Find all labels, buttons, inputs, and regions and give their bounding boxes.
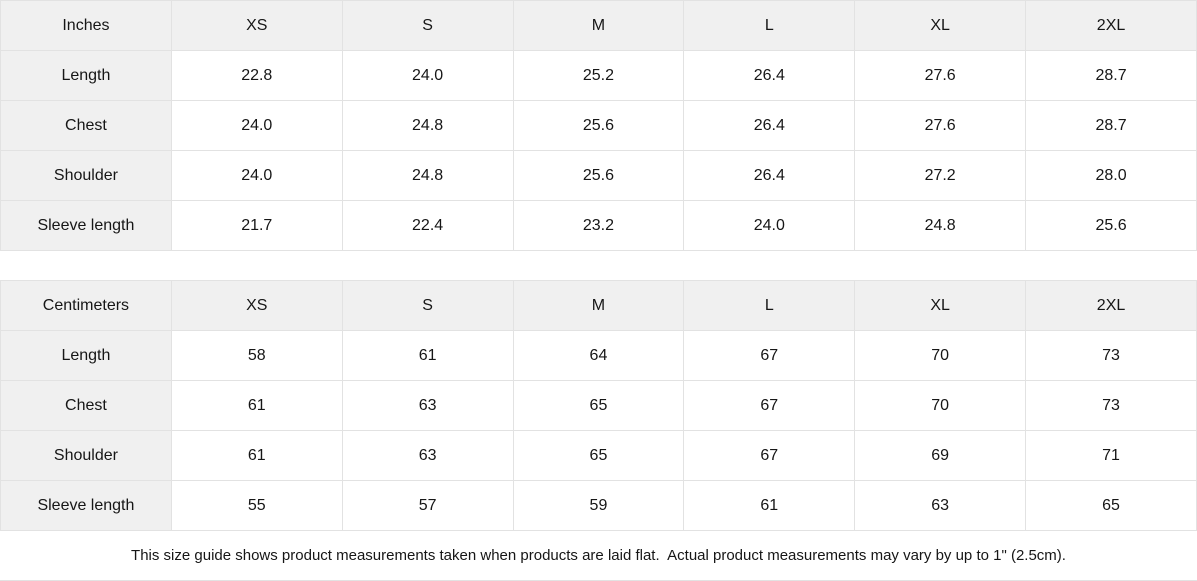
column-header-l: L	[683, 280, 856, 331]
column-header-xs: XS	[170, 280, 343, 331]
size-table-centimeters: Centimeters XS S M L XL 2XL Length 58 61 64 67 70 73 C…	[0, 280, 1197, 531]
measurement-cell: 26.4	[683, 50, 856, 101]
measurement-cell: 55	[170, 480, 343, 531]
measurement-cell: 24.8	[854, 200, 1027, 251]
table-row: Shoulder 61 63 65 67 69 71	[0, 430, 1197, 481]
measurement-cell: 24.8	[341, 150, 514, 201]
measurement-cell: 61	[170, 430, 343, 481]
measurement-cell: 70	[854, 330, 1027, 381]
measurement-cell: 59	[512, 480, 685, 531]
measurement-cell: 24.0	[170, 150, 343, 201]
measurement-cell: 27.6	[854, 50, 1027, 101]
column-header-xl: XL	[854, 280, 1027, 331]
table-row: Sleeve length 55 57 59 61 63 65	[0, 480, 1197, 531]
measurement-cell: 61	[341, 330, 514, 381]
measurement-cell: 67	[683, 380, 856, 431]
measurement-cell: 25.6	[512, 100, 685, 151]
size-guide-note: This size guide shows product measuremen…	[0, 531, 1197, 581]
measurement-cell: 70	[854, 380, 1027, 431]
row-label: Length	[0, 330, 172, 381]
column-header-m: M	[512, 280, 685, 331]
measurement-cell: 65	[512, 380, 685, 431]
measurement-cell: 73	[1025, 330, 1197, 381]
measurement-cell: 27.2	[854, 150, 1027, 201]
measurement-cell: 24.8	[341, 100, 514, 151]
measurement-cell: 63	[341, 380, 514, 431]
measurement-cell: 61	[683, 480, 856, 531]
measurement-cell: 23.2	[512, 200, 685, 251]
measurement-cell: 73	[1025, 380, 1197, 431]
column-header-xl: XL	[854, 0, 1027, 51]
measurement-cell: 63	[341, 430, 514, 481]
measurement-cell: 28.7	[1025, 100, 1197, 151]
column-header-2xl: 2XL	[1025, 280, 1197, 331]
measurement-cell: 61	[170, 380, 343, 431]
measurement-cell: 58	[170, 330, 343, 381]
table-row: Length 22.8 24.0 25.2 26.4 27.6 28.7	[0, 50, 1197, 101]
measurement-cell: 28.7	[1025, 50, 1197, 101]
measurement-cell: 24.0	[341, 50, 514, 101]
column-header-m: M	[512, 0, 685, 51]
table-row: Chest 61 63 65 67 70 73	[0, 380, 1197, 431]
row-label: Sleeve length	[0, 200, 172, 251]
measurement-cell: 22.4	[341, 200, 514, 251]
measurement-cell: 25.2	[512, 50, 685, 101]
row-label: Length	[0, 50, 172, 101]
size-table-inches: Inches XS S M L XL 2XL Length 22.8 24.0 25.2 26.4 27…	[0, 0, 1197, 251]
measurement-cell: 28.0	[1025, 150, 1197, 201]
table-gap	[0, 251, 1197, 280]
measurement-cell: 65	[1025, 480, 1197, 531]
table-row: Length 58 61 64 67 70 73	[0, 330, 1197, 381]
measurement-cell: 57	[341, 480, 514, 531]
column-header-s: S	[341, 0, 514, 51]
unit-header-cell: Centimeters	[0, 280, 172, 331]
column-header-l: L	[683, 0, 856, 51]
measurement-cell: 69	[854, 430, 1027, 481]
measurement-cell: 24.0	[683, 200, 856, 251]
column-header-xs: XS	[170, 0, 343, 51]
measurement-cell: 67	[683, 430, 856, 481]
measurement-cell: 24.0	[170, 100, 343, 151]
table-row: Sleeve length 21.7 22.4 23.2 24.0 24.8 25.6	[0, 200, 1197, 251]
table-row: Shoulder 24.0 24.8 25.6 26.4 27.2 28.0	[0, 150, 1197, 201]
measurement-cell: 21.7	[170, 200, 343, 251]
measurement-cell: 25.6	[1025, 200, 1197, 251]
measurement-cell: 22.8	[170, 50, 343, 101]
row-label: Shoulder	[0, 150, 172, 201]
header-row: Centimeters XS S M L XL 2XL	[0, 280, 1197, 331]
measurement-cell: 27.6	[854, 100, 1027, 151]
measurement-cell: 64	[512, 330, 685, 381]
row-label: Shoulder	[0, 430, 172, 481]
measurement-cell: 25.6	[512, 150, 685, 201]
table-row: Chest 24.0 24.8 25.6 26.4 27.6 28.7	[0, 100, 1197, 151]
column-header-s: S	[341, 280, 514, 331]
row-label: Sleeve length	[0, 480, 172, 531]
header-row: Inches XS S M L XL 2XL	[0, 0, 1197, 51]
column-header-2xl: 2XL	[1025, 0, 1197, 51]
measurement-cell: 65	[512, 430, 685, 481]
row-label: Chest	[0, 380, 172, 431]
row-label: Chest	[0, 100, 172, 151]
measurement-cell: 67	[683, 330, 856, 381]
measurement-cell: 63	[854, 480, 1027, 531]
measurement-cell: 71	[1025, 430, 1197, 481]
unit-header-cell: Inches	[0, 0, 172, 51]
measurement-cell: 26.4	[683, 150, 856, 201]
measurement-cell: 26.4	[683, 100, 856, 151]
